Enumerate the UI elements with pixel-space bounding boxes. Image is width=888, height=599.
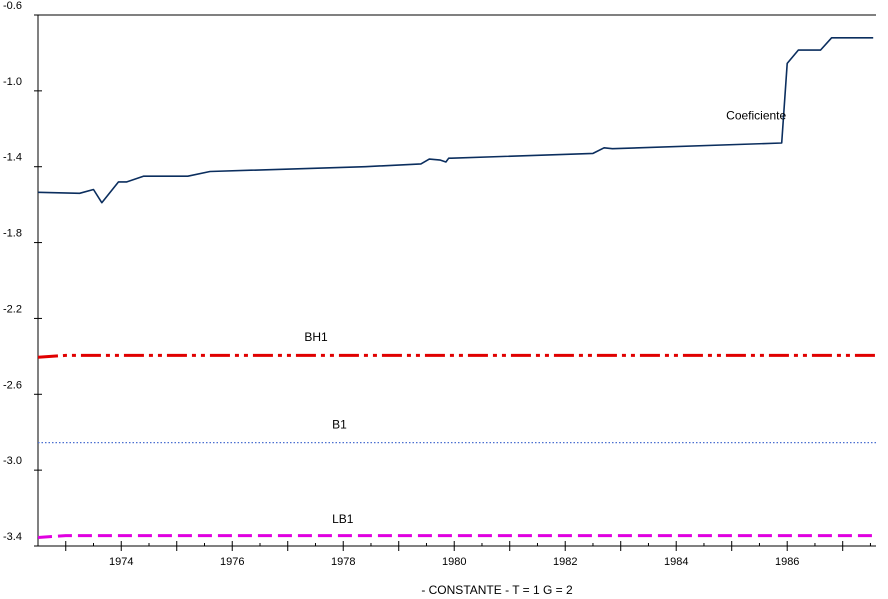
y-tick-label: -2.6 [3, 379, 22, 391]
series-labels: Coeficiente BH1 B1 LB1 [304, 108, 786, 526]
y-tick-label: -3.0 [3, 455, 22, 467]
x-tick-label: 1976 [220, 556, 244, 568]
series-line-bh1 [37, 353, 876, 359]
y-axis-ticks: -0.6 -1.0 -1.4 -1.8 -2.2 -2.6 -3.0 -3.4 [3, 0, 42, 547]
series-line-lb1 [37, 534, 876, 539]
series-label-lb1: LB1 [332, 512, 354, 526]
series-label-bh1: BH1 [304, 330, 328, 344]
series-group [37, 36, 876, 539]
x-axis-ticks: 1974 1976 1978 1980 1982 1984 1986 [65, 541, 871, 568]
x-tick-label: 1986 [775, 556, 799, 568]
y-tick-label: -0.6 [3, 0, 22, 12]
x-tick-label: 1980 [442, 556, 466, 568]
y-tick-label: -1.8 [3, 228, 22, 240]
series-label-coeficiente: Coeficiente [726, 108, 786, 122]
y-tick-label: -1.4 [3, 152, 22, 164]
x-tick-label: 1982 [553, 556, 577, 568]
y-tick-label: -3.4 [3, 531, 22, 543]
x-tick-label: 1984 [664, 556, 688, 568]
x-tick-label: 1978 [331, 556, 355, 568]
y-tick-label: -1.0 [3, 76, 22, 88]
x-tick-label: 1974 [109, 556, 133, 568]
x-axis-label: - CONSTANTE - T = 1 G = 2 [421, 583, 573, 597]
plot-frame [37, 14, 876, 547]
series-label-b1: B1 [332, 417, 347, 431]
y-tick-label: -2.2 [3, 303, 22, 315]
series-line-coeficiente [37, 36, 874, 204]
